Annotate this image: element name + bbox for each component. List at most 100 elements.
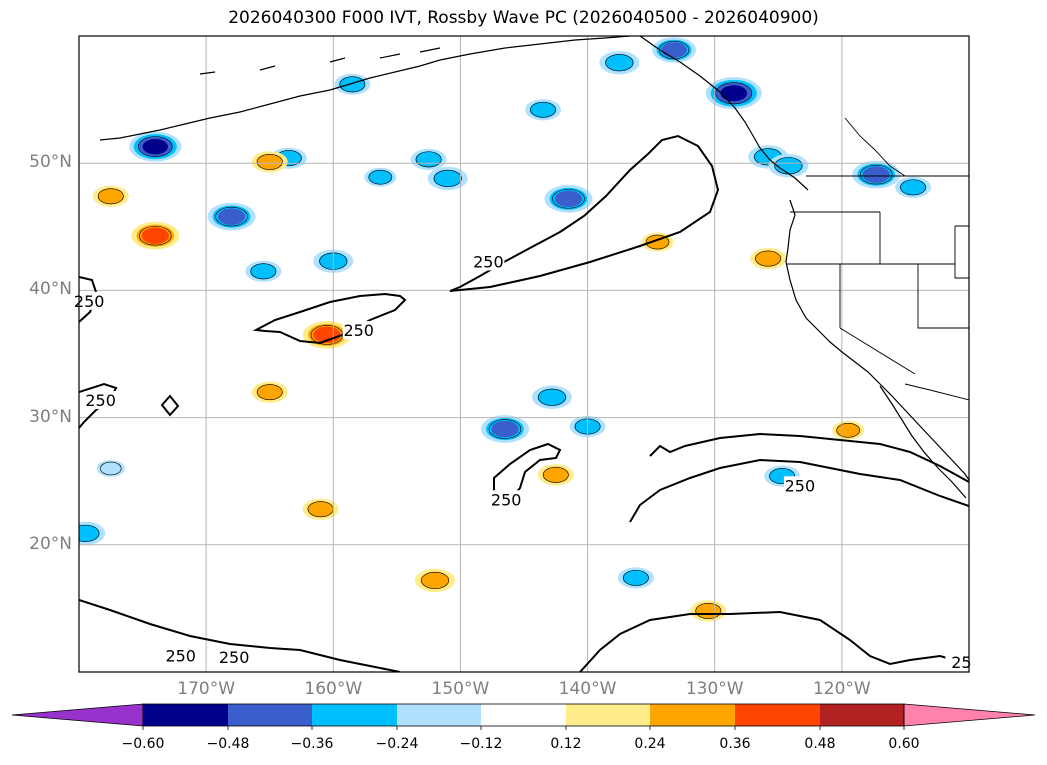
negative-pc-blob-17-level-1 [899,179,927,196]
negative-pc-blob-8-level-1 [415,151,442,168]
negative-pc-blob-outline-13 [715,82,753,105]
political-borders [787,117,969,401]
aleutian-islands [199,47,441,75]
colorbar-tick-label: −0.12 [459,736,503,752]
positive-pc-blob-outline-2 [256,384,283,401]
colorbar-segment-0 [143,704,228,726]
negative-pc-blob-15-level-1 [774,157,803,175]
graticule [79,36,969,672]
negative-pc-blob-outline-10 [530,101,556,118]
colorbar-segment-6 [650,704,735,726]
negative-pc-blob-7-level-1 [368,169,393,185]
colorbar-tick-label: 0.24 [634,736,666,752]
west-coast-coastline [785,199,969,481]
negative-pc-blob-1-level-2 [217,208,246,225]
negative-pc-blob-outline-6 [433,169,462,187]
negative-pc-blob-outline-7 [368,169,393,185]
alaska-coastline [99,36,631,141]
contour-label: 250 [491,490,522,509]
negative-pc-blob-13-level-3 [720,85,748,102]
ivt-250-contours [79,134,969,672]
contour-label: 250 [219,648,250,667]
lat-label: 30°N [29,406,72,427]
lon-label: 130°W [685,679,744,699]
ivt-contour-small-island [160,394,180,417]
colorbar-tick-label: −0.48 [206,736,250,752]
negative-pc-blob-outline-18 [488,419,522,439]
negative-pc-blob-10-level-1 [529,101,557,118]
pc-anomaly-layer [79,37,932,622]
positive-pc-blob-6-level-1 [307,501,334,518]
colorbar-extend-low [11,703,144,727]
canada-province-border [844,117,906,177]
baja-coastline [879,385,967,499]
colorbar-tick-label: 0.12 [550,736,582,752]
negative-pc-blob-outline-1 [215,206,248,227]
negative-pc-blob-outline-9 [552,189,585,209]
colorbar-segment-1 [228,704,312,726]
state-borders [787,211,969,375]
negative-pc-blob-outline-0 [137,136,173,158]
negative-pc-blob-outline-2 [250,263,277,280]
positive-pc-blob-10-level-1 [256,153,283,170]
negative-pc-blob-outline-17 [900,179,926,196]
negative-pc-blob-outline-23 [79,524,100,542]
colorbar-frame [142,703,905,727]
contour-label: 250 [74,292,105,311]
contour-label: 25 [951,653,971,672]
ivt-contour-south-east [579,610,969,672]
lon-label: 120°W [812,679,871,699]
negative-pc-blob-2-level-1 [250,263,277,280]
map-figure: 250 250 250 250 250 250 250 250 25 [73,35,972,673]
contour-label-bg [472,252,505,271]
positive-pc-blob-5-level-1 [420,571,450,590]
positive-pc-blob-outline-7 [97,188,124,205]
ivt-contour-east-band-upper [649,432,969,483]
negative-pc-blob-23-level-1 [79,524,100,542]
positive-pc-blob-outline-0 [139,225,172,246]
negative-pc-blob-outline-22 [622,569,649,586]
map-frame [78,35,970,673]
positive-pc-blob-outline-11 [645,234,670,250]
colorbar-segment-5 [566,704,650,726]
us-mexico-border [904,383,969,401]
contour-label-bg [342,321,375,340]
colorbar-tick-label: 0.60 [888,736,920,752]
colorbar-tick-label: −0.60 [121,736,165,752]
lon-label: 170°W [177,679,236,699]
ivt-contour-north-pacific [449,134,720,292]
negative-pc-blob-22-level-1 [622,569,650,586]
positive-pc-blob-8-level-1 [754,250,782,267]
positive-pc-blob-outline-4 [695,603,722,619]
contour-label-bg [783,476,816,495]
contour-label-bg [490,490,523,509]
positive-pc-blob-0-level-2 [141,227,170,244]
ivt-contour-central [252,292,407,345]
contour-label: 250 [165,647,196,666]
negative-pc-blob-0-level-3 [142,138,168,155]
contour-label: 250 [473,252,504,271]
contour-label-bg [73,291,106,310]
negative-pc-blob-outline-11 [605,54,634,72]
ivt-contour-south [79,599,401,672]
negative-pc-blob-19-level-1 [537,388,567,406]
lon-label: 150°W [431,679,490,699]
positive-pc-blob-outline-8 [755,250,782,267]
alaska-panhandle [639,36,809,191]
plot-title: 2026040300 F000 IVT, Rossby Wave PC (202… [228,8,819,28]
colorbar-extend-high [903,703,1036,727]
contour-label-bg [84,391,117,410]
negative-pc-blob-outline-8 [415,151,442,168]
negative-pc-blob-16-level-2 [862,166,890,183]
positive-pc-blob-3-level-1 [542,466,569,483]
map-background [79,36,969,672]
negative-pc-blob-18-level-2 [491,420,519,438]
negative-pc-blob-outline-16 [859,164,893,185]
positive-pc-blob-7-level-1 [97,188,124,205]
negative-pc-blob-9-level-2 [554,190,583,208]
colorbar-segment-4 [481,704,566,726]
positive-pc-blob-2-level-1 [256,384,283,401]
negative-pc-blob-outline-19 [537,388,566,406]
negative-pc-blob-12-level-2 [661,42,687,58]
negative-pc-blob-outline-24 [100,461,122,476]
